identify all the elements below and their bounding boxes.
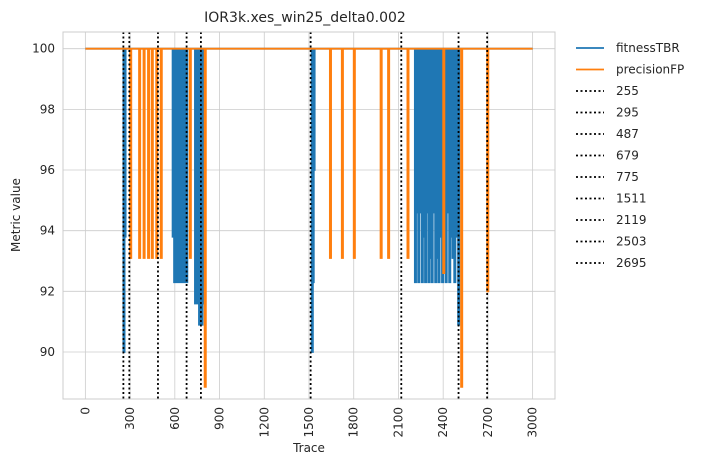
legend-label: 295 — [616, 106, 639, 120]
x-tick-label: 1500 — [302, 407, 316, 438]
legend-label: 2119 — [616, 213, 647, 227]
plot-frame — [62, 31, 556, 400]
x-tick-label: 3000 — [526, 407, 540, 438]
y-tick-label: 100 — [32, 42, 55, 56]
y-tick-label: 92 — [40, 284, 55, 298]
chart-title: IOR3k.xes_win25_delta0.002 — [204, 10, 406, 26]
x-tick-label: 300 — [123, 407, 137, 430]
x-tick-labels: 0 300 600 900 1200 1500 1800 2100 2400 2700 3000 — [78, 407, 539, 438]
y-tick-label: 94 — [40, 224, 55, 238]
legend-label: 1511 — [616, 192, 647, 206]
y-tick-label: 90 — [40, 345, 55, 359]
legend-label: fitnessTBR — [616, 41, 680, 55]
legend-label: precisionFP — [616, 63, 684, 77]
legend-label: 2503 — [616, 235, 647, 249]
x-tick-label: 900 — [213, 407, 227, 430]
y-tick-labels: 90 92 94 96 98 100 — [32, 42, 55, 359]
x-tick-label: 2400 — [436, 407, 450, 438]
x-tick-label: 2700 — [481, 407, 495, 438]
legend-label: 775 — [616, 170, 639, 184]
series-line-precisionFP — [85, 47, 533, 388]
x-tick-label: 0 — [78, 407, 92, 415]
y-axis-label: Metric value — [9, 178, 23, 252]
legend-label: 2695 — [616, 256, 647, 270]
x-tick-label: 2100 — [391, 407, 405, 438]
y-tick-label: 96 — [40, 163, 55, 177]
x-tick-label: 1800 — [347, 407, 361, 438]
x-tick-label: 1200 — [257, 407, 271, 438]
y-tick-label: 98 — [40, 102, 55, 116]
legend-label: 255 — [616, 84, 639, 98]
legend-label: 487 — [616, 127, 639, 141]
x-axis-label: Trace — [292, 441, 325, 455]
series-lines — [85, 47, 533, 388]
x-tick-label: 600 — [168, 407, 182, 430]
legend: fitnessTBR precisionFP 255 295 487 679 775 1511… — [576, 41, 684, 270]
legend-label: 679 — [616, 149, 639, 163]
